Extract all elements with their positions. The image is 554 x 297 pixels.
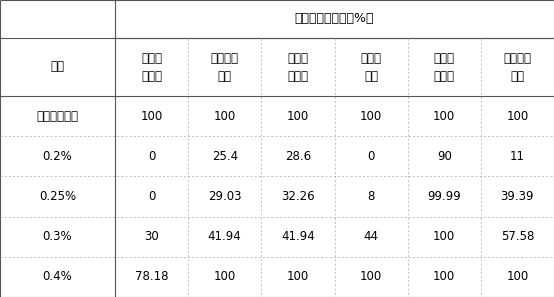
Text: 100: 100	[506, 110, 529, 123]
Text: 90: 90	[437, 150, 452, 163]
Text: 57.58: 57.58	[501, 230, 534, 243]
Text: 菌丝生长抑制率（%）: 菌丝生长抑制率（%）	[295, 12, 375, 26]
Text: 100: 100	[141, 110, 163, 123]
Text: 处理: 处理	[50, 61, 64, 73]
Text: 100: 100	[506, 270, 529, 283]
Text: 28.6: 28.6	[285, 150, 311, 163]
Text: 对照（棉隆）: 对照（棉隆）	[37, 110, 79, 123]
Text: 黄瓜黑星: 黄瓜黑星	[504, 51, 531, 64]
Text: 0: 0	[148, 190, 155, 203]
Text: 11: 11	[510, 150, 525, 163]
Text: 39.39: 39.39	[501, 190, 534, 203]
Text: 30: 30	[144, 230, 159, 243]
Text: 100: 100	[287, 110, 309, 123]
Text: 核菌: 核菌	[364, 69, 378, 83]
Text: 油菜菌: 油菜菌	[434, 51, 455, 64]
Text: 78.18: 78.18	[135, 270, 168, 283]
Text: 瓜果腐: 瓜果腐	[141, 51, 162, 64]
Text: 29.03: 29.03	[208, 190, 242, 203]
Text: 25.4: 25.4	[212, 150, 238, 163]
Text: 8: 8	[367, 190, 375, 203]
Text: 44: 44	[363, 230, 378, 243]
Text: 病菌: 病菌	[218, 69, 232, 83]
Text: 41.94: 41.94	[208, 230, 242, 243]
Text: 0.2%: 0.2%	[43, 150, 73, 163]
Text: 100: 100	[433, 270, 455, 283]
Text: 41.94: 41.94	[281, 230, 315, 243]
Text: 100: 100	[360, 110, 382, 123]
Text: 99.99: 99.99	[427, 190, 461, 203]
Text: 0.4%: 0.4%	[43, 270, 73, 283]
Text: 100: 100	[433, 110, 455, 123]
Text: 霨病菌: 霨病菌	[141, 69, 162, 83]
Text: 100: 100	[214, 110, 236, 123]
Text: 0.25%: 0.25%	[39, 190, 76, 203]
Text: 0: 0	[148, 150, 155, 163]
Text: 立枯丝: 立枯丝	[361, 51, 382, 64]
Text: 姤病菌: 姤病菌	[288, 69, 309, 83]
Text: 西瓜枯: 西瓜枯	[288, 51, 309, 64]
Text: 核病菌: 核病菌	[434, 69, 455, 83]
Text: 病菌: 病菌	[510, 69, 525, 83]
Text: 辣椒疫霨: 辣椒疫霨	[211, 51, 239, 64]
Text: 100: 100	[360, 270, 382, 283]
Text: 100: 100	[433, 230, 455, 243]
Text: 32.26: 32.26	[281, 190, 315, 203]
Text: 0: 0	[367, 150, 375, 163]
Text: 100: 100	[287, 270, 309, 283]
Text: 100: 100	[214, 270, 236, 283]
Text: 0.3%: 0.3%	[43, 230, 73, 243]
